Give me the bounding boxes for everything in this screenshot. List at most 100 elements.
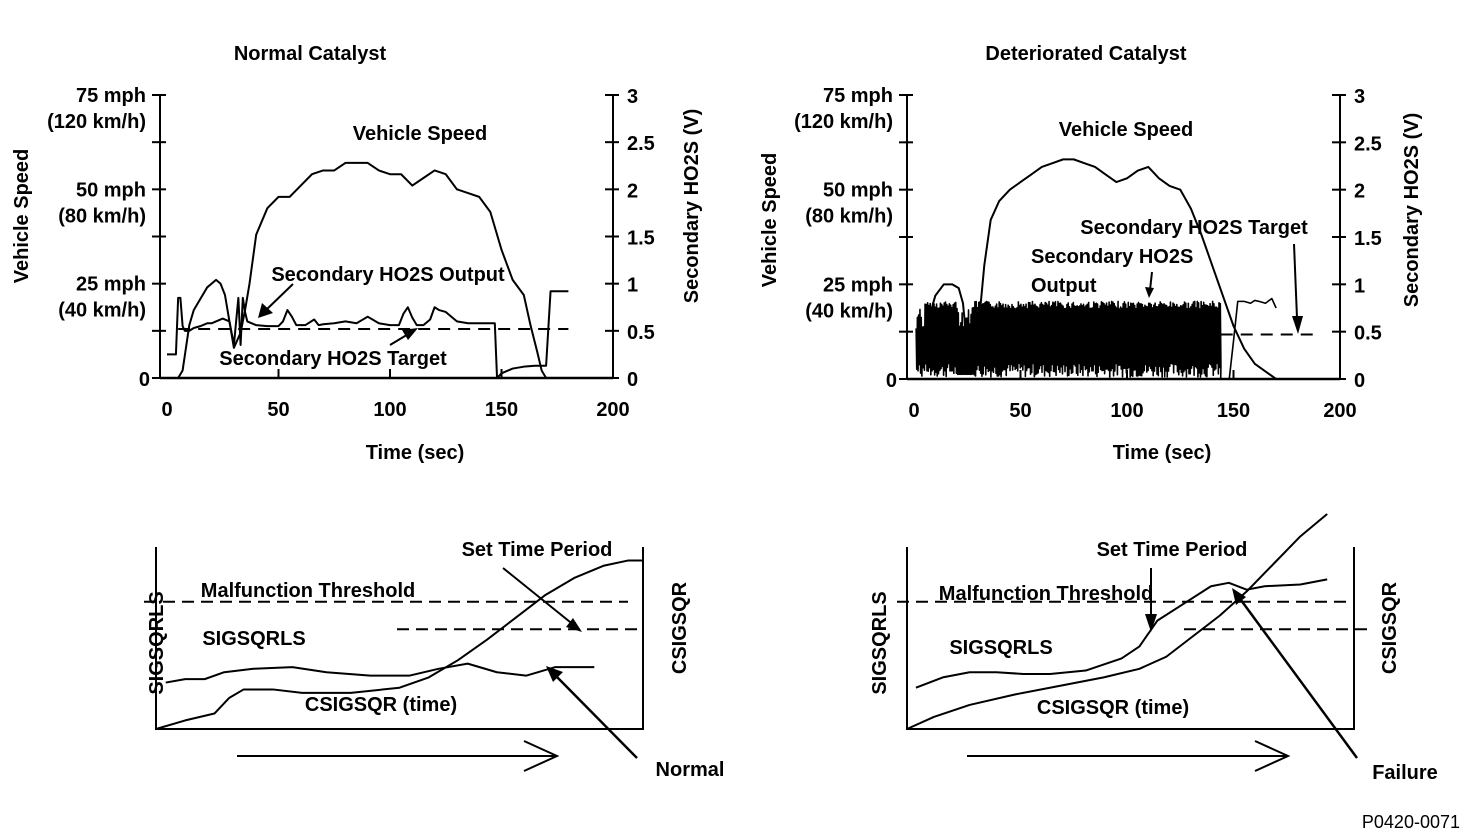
x-tick-label: 0 <box>161 399 172 421</box>
y-left-tick-sublabel: (120 km/h) <box>47 111 146 133</box>
y-left-tick-label: 25 mph <box>823 274 893 296</box>
y-right-axis-label: CSIGSQR <box>669 581 691 674</box>
sigsqrls-curve <box>915 578 1328 689</box>
y-left-tick-sublabel: (120 km/h) <box>794 111 893 133</box>
x-tick-label: 100 <box>373 399 406 421</box>
sigsqrls-curve <box>165 662 595 684</box>
x-tick-label: 150 <box>485 399 518 421</box>
series <box>167 161 569 379</box>
figure-id: P0420-0071 <box>1362 812 1460 832</box>
y-right-tick-label: 0.5 <box>627 322 655 344</box>
series <box>897 513 1368 730</box>
ticks: 0 0.5 1 1.5 2 2.5 3 75 mph (120 km/h) 50 mph (80 k… <box>47 85 655 421</box>
y-left-axis-label: SIGSQRLS <box>869 591 891 694</box>
vehicle-speed-annotation: Vehicle Speed <box>1059 119 1194 141</box>
csigsqr-curve <box>906 513 1328 730</box>
time-arrow <box>237 740 560 772</box>
output-arrow <box>1145 271 1154 298</box>
y-right-tick-label: 3 <box>1354 86 1365 108</box>
y-right-tick-label: 1.5 <box>1354 228 1382 250</box>
target-arrow <box>1292 243 1303 334</box>
chart-title: Normal Catalyst <box>234 43 387 65</box>
ho2s-output-annotation-line2: Output <box>1031 275 1097 297</box>
y-left-tick-sublabel: (40 km/h) <box>58 300 146 322</box>
failure-arrow <box>1232 588 1359 759</box>
vehicle-speed-line <box>177 161 547 379</box>
x-tick-label: 0 <box>908 400 919 422</box>
set-time-arrow <box>502 567 582 632</box>
ho2s-output-line <box>915 297 1277 380</box>
ticks: 0 0.5 1 1.5 2 2.5 3 75 mph (120 km/h) 50 mph (80 k… <box>794 85 1382 422</box>
vehicle-speed-annotation: Vehicle Speed <box>353 123 488 145</box>
x-tick-label: 50 <box>267 399 289 421</box>
x-tick-label: 200 <box>1323 400 1356 422</box>
y-right-axis-label: CSIGSQR <box>1379 581 1401 674</box>
time-arrow <box>967 740 1291 772</box>
y-right-tick-label: 2 <box>1354 181 1365 203</box>
ho2s-output-line <box>167 290 569 379</box>
x-tick-label: 100 <box>1110 400 1143 422</box>
y-right-tick-label: 2.5 <box>1354 133 1382 155</box>
y-left-tick-sublabel: (40 km/h) <box>805 300 893 322</box>
csigsqr-curve-label: CSIGSQR (time) <box>1037 697 1189 719</box>
series <box>144 559 643 730</box>
normal-sigsqrls-chart: Set Time Period Malfunction Threshold SI… <box>144 539 724 781</box>
deteriorated-catalyst-chart: Deteriorated Catalyst Vehicle Speed Vehi… <box>759 43 1423 464</box>
y-left-axis-label: SIGSQRLS <box>146 591 168 694</box>
sigsqrls-curve-label: SIGSQRLS <box>202 628 305 650</box>
ho2s-output-annotation-line1: Secondary HO2S <box>1031 246 1193 268</box>
malfunction-threshold-label: Malfunction Threshold <box>201 580 415 602</box>
y-left-tick-label: 50 mph <box>823 180 893 202</box>
y-left-tick-sublabel: (80 km/h) <box>58 205 146 227</box>
chart-title: Deteriorated Catalyst <box>985 43 1187 65</box>
y-left-tick-label: 0 <box>886 370 897 392</box>
target-arrow <box>389 328 418 346</box>
y-right-tick-label: 0 <box>1354 370 1365 392</box>
plot-frame <box>155 547 644 730</box>
x-axis-label: Time (sec) <box>1113 442 1212 464</box>
ho2s-target-annotation: Secondary HO2S Target <box>219 348 447 370</box>
set-time-arrow <box>1145 568 1157 632</box>
plot-frame <box>906 547 1355 730</box>
csigsqr-curve-label: CSIGSQR (time) <box>305 694 457 716</box>
x-tick-label: 50 <box>1009 400 1031 422</box>
y-left-tick-sublabel: (80 km/h) <box>805 206 893 228</box>
set-time-period-label: Set Time Period <box>462 539 613 561</box>
y-left-tick-label: 0 <box>139 369 150 391</box>
frame <box>906 547 1355 730</box>
y-right-tick-label: 1 <box>627 275 638 297</box>
y-right-tick-label: 1.5 <box>627 228 655 250</box>
y-right-tick-label: 1 <box>1354 275 1365 297</box>
ho2s-target-annotation: Secondary HO2S Target <box>1080 217 1308 239</box>
x-tick-label: 150 <box>1217 400 1250 422</box>
failure-label: Failure <box>1372 762 1438 784</box>
y-right-tick-label: 2.5 <box>627 133 655 155</box>
ho2s-output-annotation: Secondary HO2S Output <box>271 264 505 286</box>
malfunction-threshold-label: Malfunction Threshold <box>939 583 1153 605</box>
failure-sigsqrls-chart: Set Time Period Malfunction Threshold SI… <box>869 513 1438 784</box>
sigsqrls-curve-label: SIGSQRLS <box>949 637 1052 659</box>
y-right-tick-label: 3 <box>627 86 638 108</box>
series <box>915 158 1315 380</box>
y-left-axis-label: Vehicle Speed <box>759 153 781 288</box>
y-left-tick-label: 75 mph <box>823 85 893 107</box>
y-left-tick-label: 75 mph <box>76 85 146 107</box>
x-axis-label: Time (sec) <box>366 442 465 464</box>
normal-catalyst-chart: Normal Catalyst Vehicle Speed Vehicle Sp… <box>11 43 703 464</box>
set-time-period-label: Set Time Period <box>1097 539 1248 561</box>
y-right-axis-label: Secondary HO2S (V) <box>681 109 703 304</box>
y-left-axis-label: Vehicle Speed <box>11 149 33 284</box>
y-right-tick-label: 2 <box>627 180 638 202</box>
y-right-axis-label: Secondary HO2S (V) <box>1401 113 1423 308</box>
y-right-tick-label: 0 <box>627 369 638 391</box>
y-right-tick-label: 0.5 <box>1354 323 1382 345</box>
y-left-tick-label: 25 mph <box>76 274 146 296</box>
frame <box>155 547 644 730</box>
y-left-tick-label: 50 mph <box>76 179 146 201</box>
output-arrow <box>258 283 294 318</box>
csigsqr-curve <box>155 559 643 730</box>
normal-arrow <box>546 666 638 759</box>
x-tick-label: 200 <box>596 399 629 421</box>
vehicle-speed-line <box>919 158 1281 380</box>
